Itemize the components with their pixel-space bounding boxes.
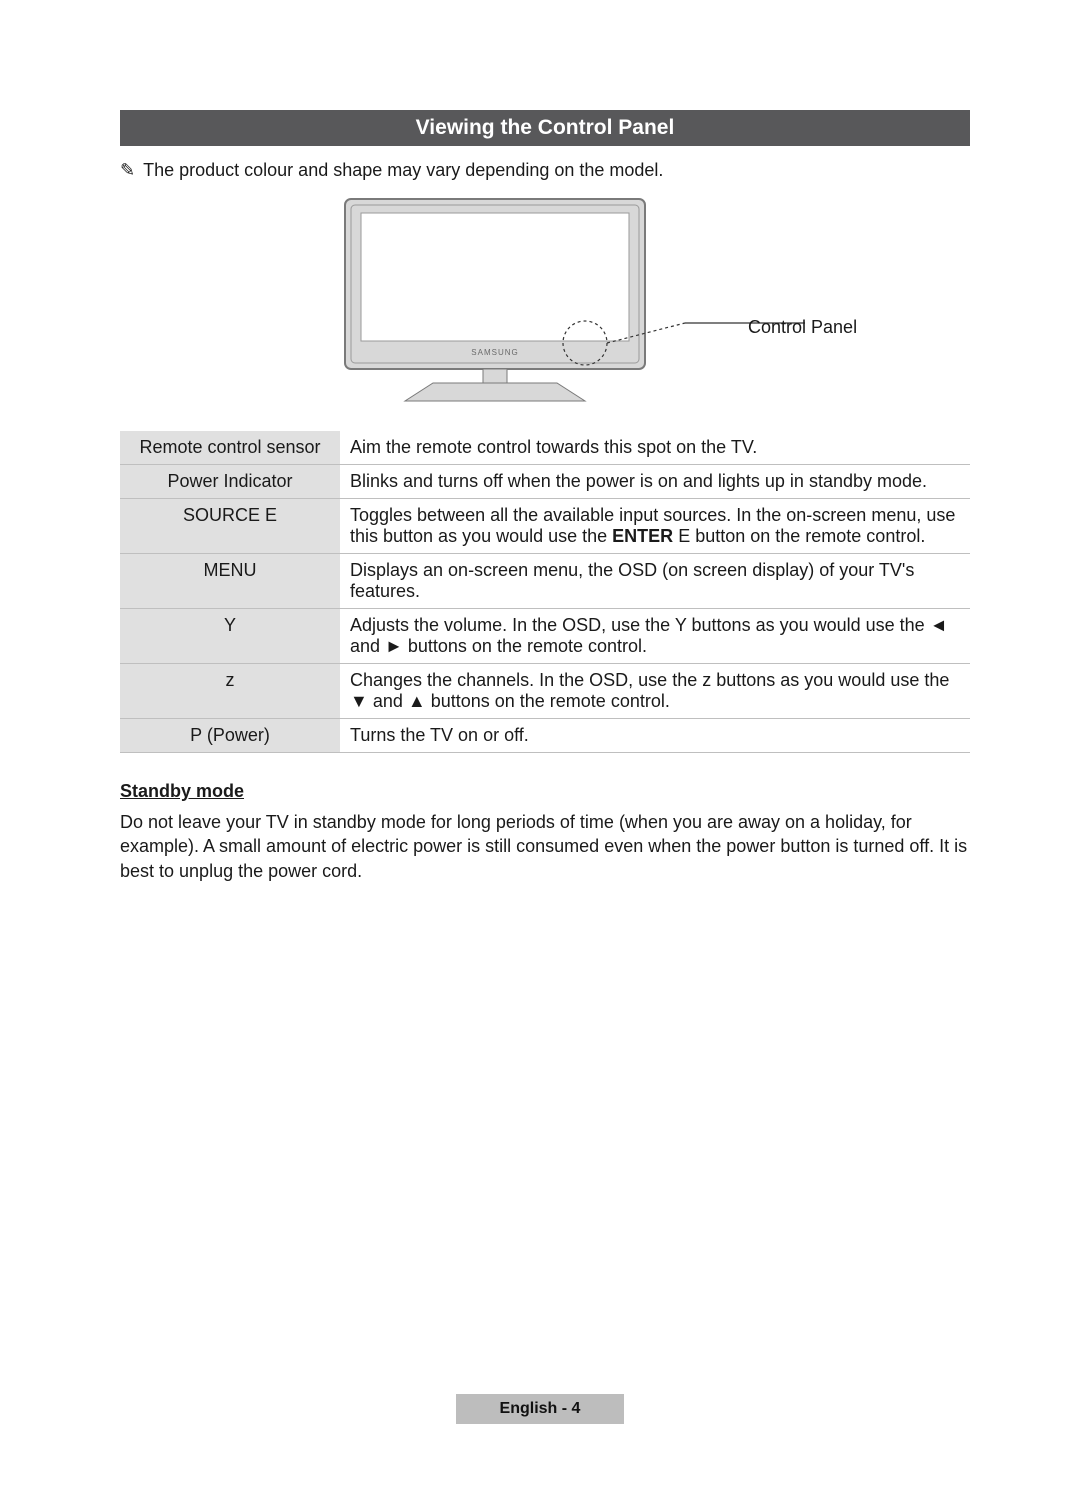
- tv-illustration: SAMSUNG: [285, 193, 805, 413]
- control-description: Adjusts the volume. In the OSD, use the …: [340, 609, 970, 664]
- table-row: Remote control sensorAim the remote cont…: [120, 431, 970, 465]
- standby-body: Do not leave your TV in standby mode for…: [120, 810, 970, 883]
- table-row: SOURCE EToggles between all the availabl…: [120, 499, 970, 554]
- tv-diagram: SAMSUNG Control Panel: [120, 193, 970, 413]
- note-row: ✎ The product colour and shape may vary …: [120, 160, 970, 181]
- manual-page: Viewing the Control Panel ✎ The product …: [0, 0, 1080, 1494]
- table-row: YAdjusts the volume. In the OSD, use the…: [120, 609, 970, 664]
- page-footer: English - 4: [0, 1394, 1080, 1424]
- control-description: Blinks and turns off when the power is o…: [340, 465, 970, 499]
- note-icon: ✎: [120, 160, 135, 181]
- control-label: Remote control sensor: [120, 431, 340, 465]
- control-panel-table: Remote control sensorAim the remote cont…: [120, 431, 970, 753]
- control-label: MENU: [120, 554, 340, 609]
- brand-logo: SAMSUNG: [471, 348, 518, 357]
- control-label: Y: [120, 609, 340, 664]
- control-label: z: [120, 664, 340, 719]
- section-title: Viewing the Control Panel: [120, 110, 970, 146]
- control-description: Toggles between all the available input …: [340, 499, 970, 554]
- control-description: Turns the TV on or off.: [340, 719, 970, 753]
- control-description: Displays an on-screen menu, the OSD (on …: [340, 554, 970, 609]
- note-text: The product colour and shape may vary de…: [143, 160, 663, 181]
- control-description: Changes the channels. In the OSD, use th…: [340, 664, 970, 719]
- page-number: English - 4: [456, 1394, 625, 1424]
- control-label: SOURCE E: [120, 499, 340, 554]
- table-row: P (Power)Turns the TV on or off.: [120, 719, 970, 753]
- control-label: P (Power): [120, 719, 340, 753]
- callout-label: Control Panel: [748, 317, 857, 338]
- control-description: Aim the remote control towards this spot…: [340, 431, 970, 465]
- table-row: zChanges the channels. In the OSD, use t…: [120, 664, 970, 719]
- standby-heading: Standby mode: [120, 781, 970, 802]
- table-row: MENUDisplays an on-screen menu, the OSD …: [120, 554, 970, 609]
- control-label: Power Indicator: [120, 465, 340, 499]
- table-row: Power IndicatorBlinks and turns off when…: [120, 465, 970, 499]
